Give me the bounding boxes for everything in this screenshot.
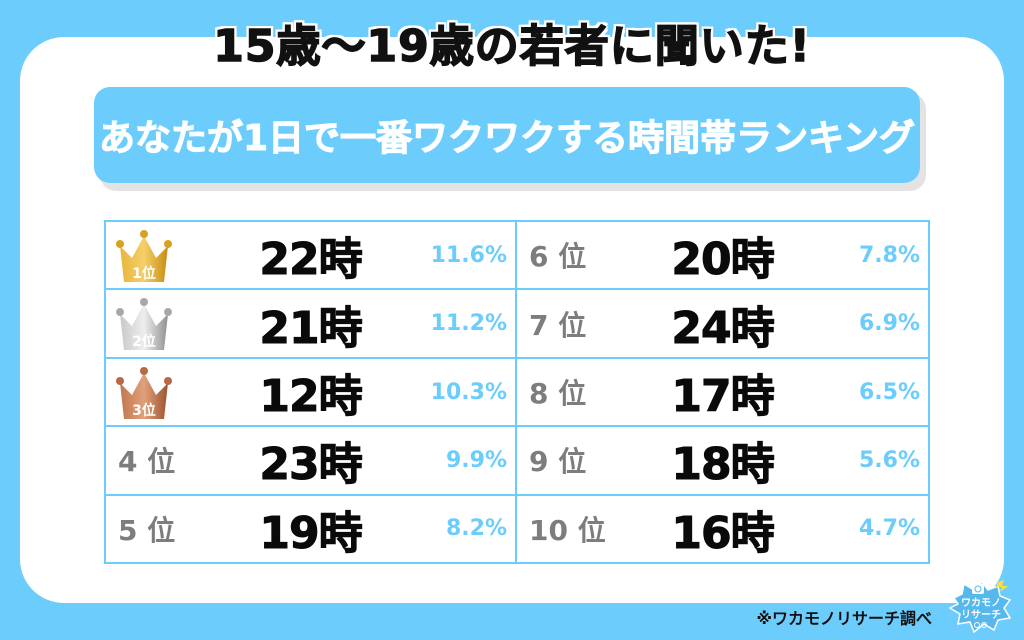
percent-value: 6.5% [858,379,920,405]
percent-value: 9.9% [445,447,507,473]
ranking-table: 1位 22時 11.6% 2位 21時 11.2% [104,220,930,564]
svg-text:1位: 1位 [132,265,156,282]
svg-text:3位: 3位 [132,402,156,419]
wakamono-research-logo-icon: ワカモノ リサーチ [948,580,1012,634]
subtitle-banner: あなたが1日で一番ワクワクする時間帯ランキング [94,87,920,183]
rank-label: 5 位 [118,513,176,547]
percent-value: 4.7% [858,516,920,542]
percent-value: 7.8% [858,242,920,268]
table-row: 9 位 18時 5.6% [517,427,928,496]
percent-value: 5.6% [858,447,920,473]
gold-crown-icon: 1位 [116,230,172,282]
hour-value: 18時 [671,439,775,491]
table-row: 7 位 24時 6.9% [517,290,928,359]
percent-value: 11.6% [430,242,507,268]
percent-value: 6.9% [858,311,920,337]
hour-value: 20時 [671,234,775,286]
rank-label: 7 位 [529,308,587,342]
rank-label: 4 位 [118,445,176,479]
ranking-column-right: 6 位 20時 7.8% 7 位 24時 6.9% 8 位 17時 6.5% 9… [517,222,928,562]
table-row: 3位 12時 10.3% [106,359,515,428]
table-row: 2位 21時 11.2% [106,290,515,359]
table-row: 8 位 17時 6.5% [517,359,928,428]
main-title: 15歳〜19歳の若者に聞いた! [212,20,811,73]
bronze-crown-icon: 3位 [116,366,172,419]
rank-label: 10 位 [529,513,606,547]
svg-text:2位: 2位 [132,333,156,350]
hour-value: 23時 [259,439,363,491]
table-row: 5 位 19時 8.2% [106,496,515,562]
hour-value: 17時 [671,371,775,423]
subtitle-text: あなたが1日で一番ワクワクする時間帯ランキング [99,118,916,160]
table-row: 4 位 23時 9.9% [106,427,515,496]
svg-text:ワカモノ: ワカモノ [961,597,1001,609]
rank-label: 6 位 [529,240,587,274]
percent-value: 11.2% [430,311,507,337]
rank-label: 8 位 [529,377,587,411]
hour-value: 24時 [671,302,775,354]
hour-value: 19時 [259,507,363,559]
table-row: 1位 22時 11.6% [106,222,515,291]
hour-value: 21時 [259,302,363,354]
silver-crown-icon: 2位 [116,298,172,351]
ranking-column-left: 1位 22時 11.6% 2位 21時 11.2% [106,222,517,562]
hour-value: 12時 [259,371,363,423]
table-row: 10 位 16時 4.7% [517,496,928,562]
percent-value: 8.2% [445,516,507,542]
percent-value: 10.3% [430,379,507,405]
hour-value: 16時 [671,507,775,559]
table-row: 6 位 20時 7.8% [517,222,928,291]
rank-label: 9 位 [529,445,587,479]
svg-text:リサーチ: リサーチ [961,609,1001,621]
source-credit: ※ワカモノリサーチ調べ [756,609,932,628]
hour-value: 22時 [259,234,363,286]
